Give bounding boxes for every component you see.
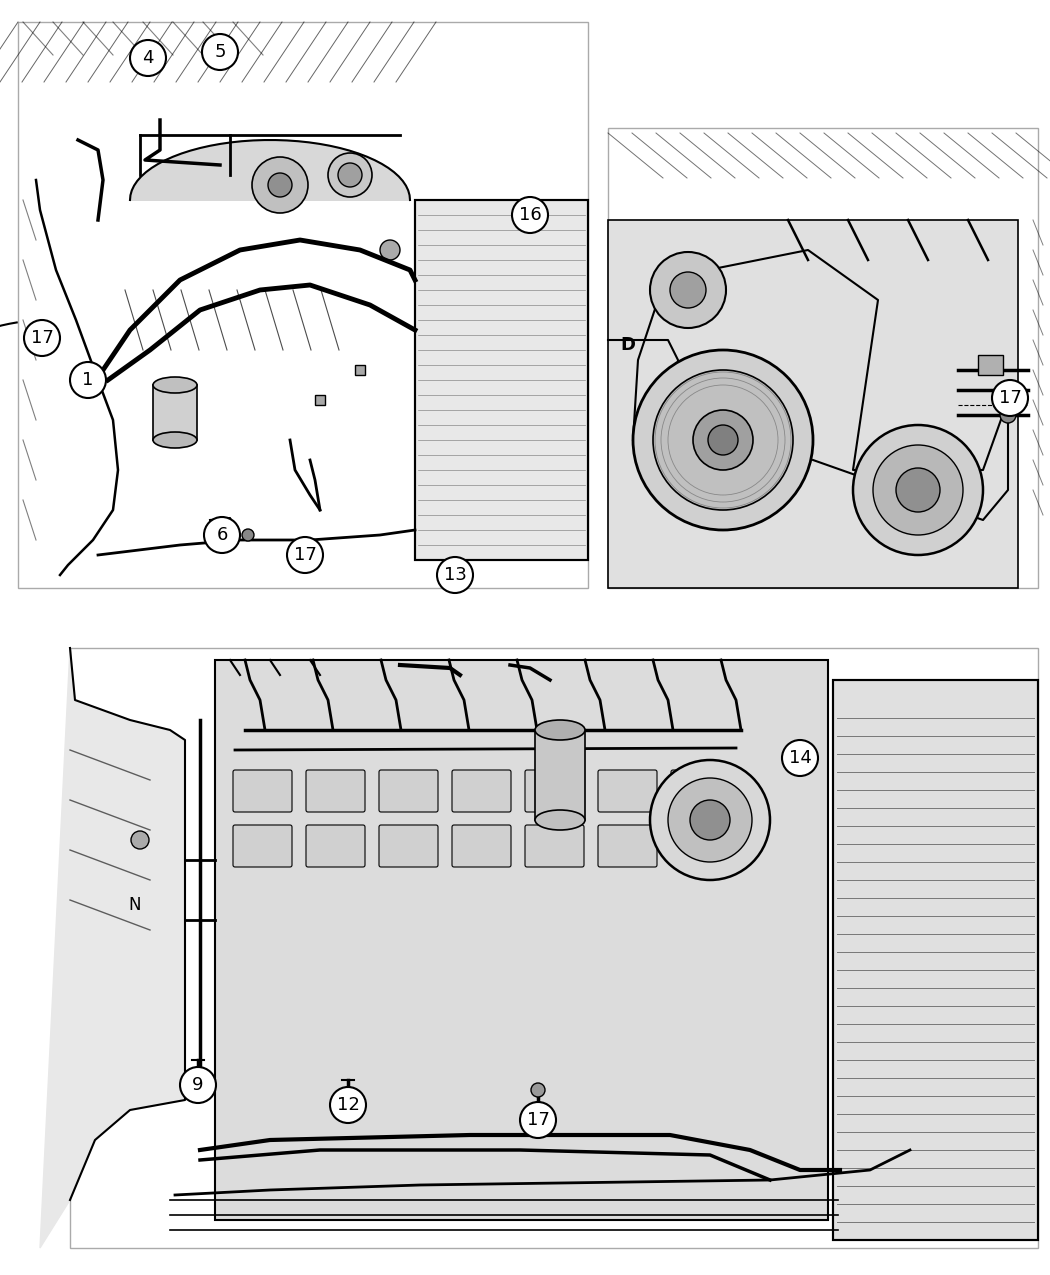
Bar [536,731,585,820]
Circle shape [242,529,254,541]
Circle shape [437,557,472,593]
Circle shape [330,1088,366,1123]
Ellipse shape [536,720,585,739]
Text: 1: 1 [82,371,93,389]
Text: 17: 17 [526,1111,549,1128]
Text: 17: 17 [294,546,316,564]
Circle shape [873,445,963,536]
Circle shape [633,351,813,530]
FancyBboxPatch shape [598,770,657,812]
FancyBboxPatch shape [671,770,730,812]
Text: 17: 17 [30,329,54,347]
Circle shape [670,272,706,309]
Circle shape [653,370,793,510]
Circle shape [1000,407,1016,423]
FancyBboxPatch shape [525,825,584,867]
Circle shape [708,425,738,455]
Text: 6: 6 [216,527,228,544]
Circle shape [650,760,770,880]
Circle shape [531,1082,545,1096]
Text: 17: 17 [999,389,1022,407]
Circle shape [180,1067,216,1103]
Ellipse shape [153,432,197,448]
Text: 16: 16 [519,207,542,224]
Bar [833,680,1038,1241]
Bar [978,354,1003,375]
Circle shape [202,34,238,70]
Circle shape [693,411,753,470]
Circle shape [287,537,323,572]
FancyBboxPatch shape [452,825,511,867]
Bar [18,22,588,588]
Circle shape [782,740,818,776]
Circle shape [252,157,308,213]
FancyBboxPatch shape [306,770,365,812]
Text: 13: 13 [443,566,466,584]
Text: D: D [620,337,635,354]
Text: N: N [128,896,141,914]
FancyBboxPatch shape [233,770,292,812]
Polygon shape [40,648,185,1248]
Circle shape [70,362,106,398]
Bar [70,648,1038,1248]
Text: 9: 9 [192,1076,204,1094]
Bar [355,365,365,375]
Circle shape [130,40,166,76]
Bar [153,385,197,440]
FancyBboxPatch shape [525,770,584,812]
FancyBboxPatch shape [306,825,365,867]
FancyBboxPatch shape [671,825,730,867]
Polygon shape [130,140,410,200]
Circle shape [204,516,240,553]
Circle shape [380,240,400,260]
Bar [415,200,588,560]
Bar [315,395,326,405]
Circle shape [1000,390,1016,405]
Circle shape [668,778,752,862]
Text: 4: 4 [142,48,153,68]
Circle shape [24,320,60,356]
Circle shape [268,173,292,198]
Text: 5: 5 [214,43,226,61]
Circle shape [328,153,372,198]
Circle shape [896,468,940,513]
Circle shape [131,831,149,849]
Circle shape [650,252,726,328]
FancyBboxPatch shape [379,825,438,867]
Bar [608,221,1018,588]
FancyBboxPatch shape [452,770,511,812]
Bar [833,680,1038,1241]
Circle shape [512,198,548,233]
Bar [608,128,1038,588]
Ellipse shape [536,810,585,830]
Circle shape [992,380,1028,416]
Circle shape [690,799,730,840]
FancyBboxPatch shape [233,825,292,867]
Circle shape [853,425,983,555]
Circle shape [520,1102,556,1139]
FancyBboxPatch shape [598,825,657,867]
Text: 12: 12 [337,1096,359,1114]
Bar [415,200,588,560]
Circle shape [338,163,362,187]
Bar [215,660,828,1220]
Text: 14: 14 [789,748,812,768]
FancyBboxPatch shape [379,770,438,812]
Ellipse shape [153,377,197,393]
